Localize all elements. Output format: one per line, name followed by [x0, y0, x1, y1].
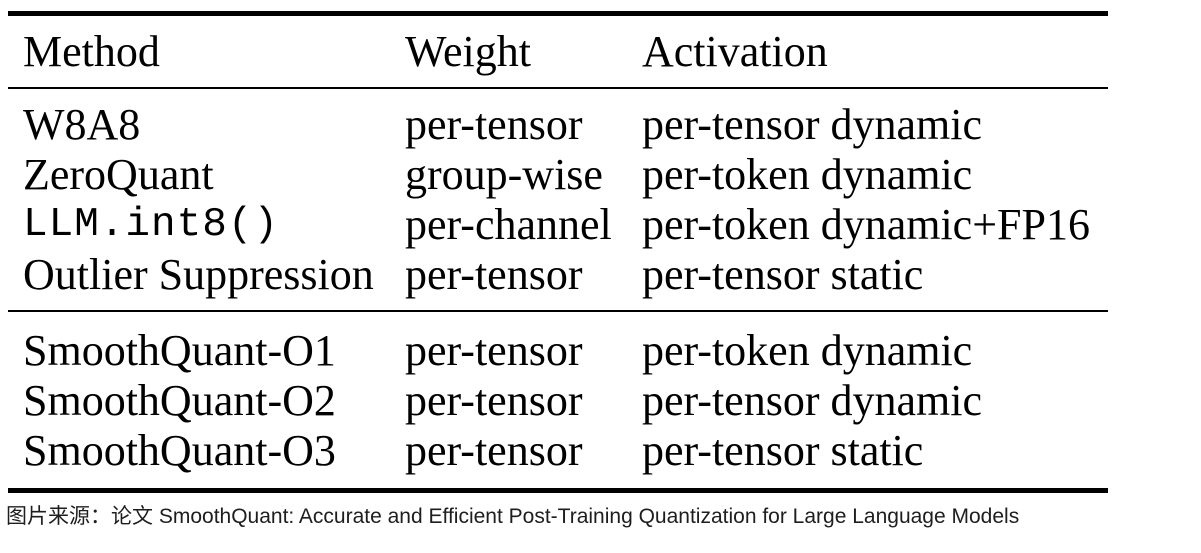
table-header-row: Method Weight Activation [8, 16, 1108, 87]
method-cell: SmoothQuant-O1 [23, 326, 336, 375]
table-row-smoothquant-o1: SmoothQuant-O1 per-tensor per-token dyna… [8, 326, 1108, 376]
activation-cell: per-token dynamic [642, 326, 973, 375]
activation-cell: per-token dynamic [642, 150, 973, 199]
quantization-comparison-table: Method Weight Activation W8A8 per-tensor… [8, 11, 1108, 493]
table-row-smoothquant-o2: SmoothQuant-O2 per-tensor per-tensor dyn… [8, 376, 1108, 426]
image-source-caption: 图片来源：论文 SmoothQuant: Accurate and Effici… [6, 505, 1020, 528]
method-cell: Outlier Suppression [23, 250, 374, 299]
weight-cell: per-tensor [405, 376, 583, 425]
weight-cell: group-wise [405, 150, 603, 199]
table-header-rule [8, 87, 1108, 89]
weight-cell: per-tensor [405, 426, 583, 475]
method-cell: SmoothQuant-O2 [23, 376, 336, 425]
method-cell: ZeroQuant [23, 150, 214, 199]
table-row-w8a8: W8A8 per-tensor per-tensor dynamic [8, 100, 1108, 150]
table-top-rule [8, 11, 1108, 16]
method-cell: LLM.int8() [23, 202, 280, 248]
method-cell: W8A8 [23, 100, 141, 149]
table-row-llm-int8: LLM.int8() per-channel per-token dynamic… [8, 200, 1108, 250]
activation-cell: per-tensor dynamic [642, 100, 982, 149]
table-section-divider-rule [8, 310, 1108, 312]
baseline-methods-section: W8A8 per-tensor per-tensor dynamic ZeroQ… [8, 89, 1108, 310]
method-cell: SmoothQuant-O3 [23, 426, 336, 475]
activation-cell: per-tensor static [642, 426, 924, 475]
table-bottom-rule [8, 488, 1108, 493]
column-header-method: Method [23, 27, 160, 76]
weight-cell: per-tensor [405, 250, 583, 299]
weight-cell: per-tensor [405, 100, 583, 149]
activation-cell: per-tensor static [642, 250, 924, 299]
weight-cell: per-tensor [405, 326, 583, 375]
page: Method Weight Activation W8A8 per-tensor… [0, 11, 1201, 553]
weight-cell: per-channel [405, 200, 612, 249]
activation-cell: per-tensor dynamic [642, 376, 982, 425]
activation-cell: per-token dynamic+FP16 [642, 200, 1090, 249]
smoothquant-section: SmoothQuant-O1 per-tensor per-token dyna… [8, 312, 1108, 488]
table-row-zeroquant: ZeroQuant group-wise per-token dynamic [8, 150, 1108, 200]
column-header-activation: Activation [642, 27, 828, 76]
column-header-weight: Weight [405, 27, 531, 76]
table-row-smoothquant-o3: SmoothQuant-O3 per-tensor per-tensor sta… [8, 426, 1108, 476]
table-row-outlier-suppression: Outlier Suppression per-tensor per-tenso… [8, 250, 1108, 300]
